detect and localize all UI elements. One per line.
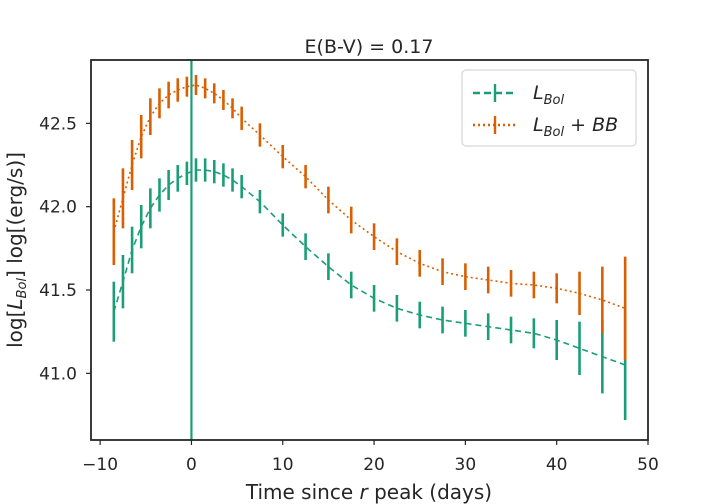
x-tick-label: 10	[272, 455, 294, 475]
y-axis-ticks: 41.0 41.5 42.0 42.5	[39, 114, 91, 384]
x-axis-ticks: −10 0 10 20 30 40 50	[82, 440, 659, 475]
series-line	[113, 84, 626, 310]
x-axis-label-r: r	[360, 480, 370, 504]
x-tick-label: 20	[363, 455, 385, 475]
x-tick-label: 30	[455, 455, 477, 475]
x-axis-label-a: Time since	[245, 480, 360, 504]
series-1	[112, 158, 627, 420]
plot-area	[112, 60, 627, 440]
y-tick-label: 42.0	[39, 198, 77, 218]
y-tick-label: 41.5	[39, 281, 77, 301]
x-tick-label: −10	[82, 455, 118, 475]
legend-label-suffix: + BB	[564, 114, 618, 136]
y-axis-label-b: ] log[(erg/s)]	[3, 152, 27, 278]
series-2	[112, 75, 627, 360]
x-tick-label: 50	[637, 455, 659, 475]
legend-label: LBol	[533, 82, 564, 108]
legend-label-sub: Bol	[544, 93, 565, 108]
x-tick-label: 0	[186, 455, 197, 475]
legend-label-main: L	[533, 82, 544, 104]
chart-title: E(B-V) = 0.17	[305, 36, 434, 58]
legend-label-sub: Bol	[544, 125, 565, 140]
y-tick-label: 41.0	[39, 364, 77, 384]
y-tick-label: 42.5	[39, 114, 77, 134]
legend-label-main: L	[533, 114, 544, 136]
series-line	[113, 169, 626, 366]
y-axis-label-l: L	[3, 298, 27, 309]
y-axis-label-a: log[	[3, 310, 27, 348]
x-axis-label: Time since r peak (days)	[245, 480, 492, 504]
x-tick-label: 40	[546, 455, 568, 475]
x-axis-label-b: peak (days)	[368, 480, 492, 504]
plot-frame	[90, 59, 649, 441]
y-axis-label: log[LBol] log[(erg/s)]	[3, 152, 30, 348]
legend-box	[461, 69, 637, 147]
y-axis-label-sub: Bol	[15, 278, 30, 299]
legend-label: LBol + BB	[533, 114, 618, 140]
